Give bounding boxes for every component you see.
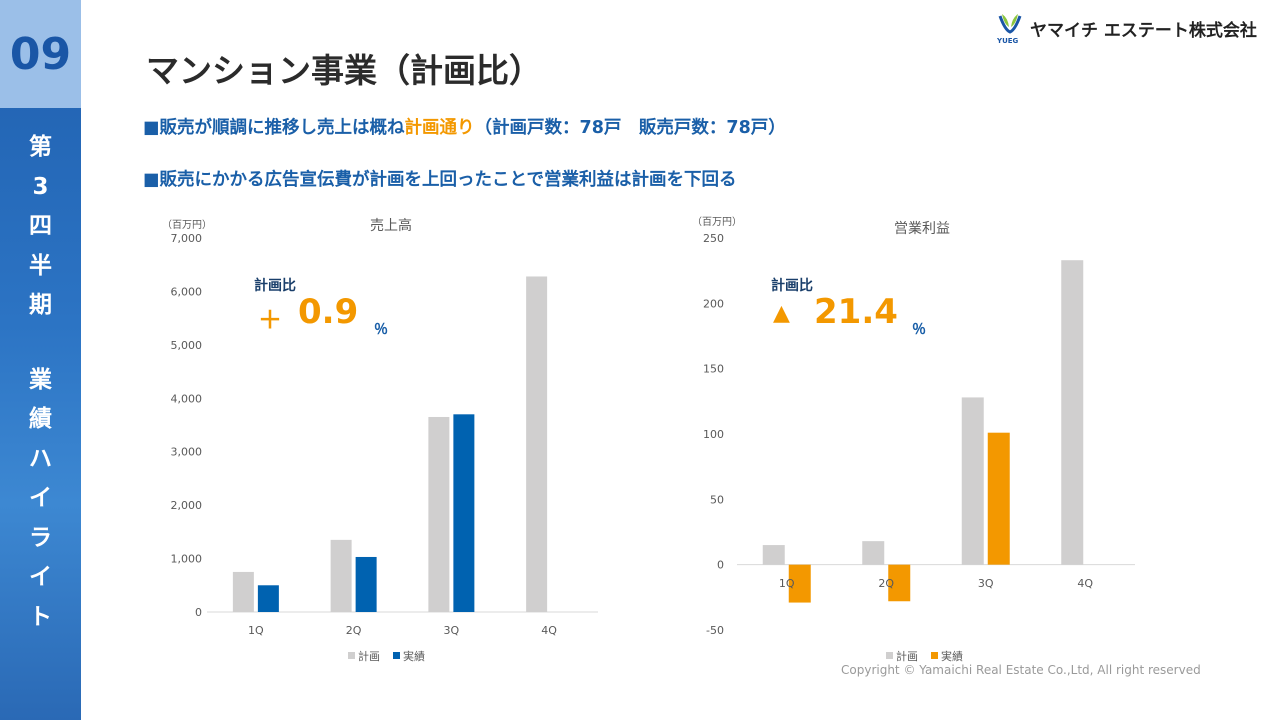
actual-bar	[788, 564, 811, 603]
plan-bar	[232, 571, 254, 612]
company-name: ヤマイチ エステート株式会社	[1030, 20, 1257, 41]
copyright: Copyright © Yamaichi Real Estate Co.,Ltd…	[841, 663, 1201, 677]
y-tick-label: 5,000	[171, 339, 203, 352]
y-tick-label: 0	[717, 559, 724, 572]
legend-swatch	[886, 652, 893, 659]
actual-bar	[453, 414, 475, 612]
y-tick-label: 50	[710, 493, 724, 506]
x-tick-label: 3Q	[978, 577, 994, 590]
x-tick-label: 2Q	[346, 624, 362, 637]
sidebar: 09 第 3 四 半 期 業 績 ハ イ ラ イ ト	[0, 0, 81, 720]
y-tick-label: 7,000	[171, 232, 203, 245]
sidebar-char: 半	[29, 252, 52, 279]
sidebar-char: イ	[29, 485, 52, 511]
chart-title: 売上高	[370, 217, 412, 234]
sidebar-title: 第 3 四 半 期 業 績 ハ イ ラ イ ト	[0, 128, 81, 637]
y-tick-label: 150	[703, 363, 724, 376]
plan-bar	[862, 541, 885, 565]
plan-bar	[961, 397, 984, 565]
sidebar-char: 績	[29, 406, 52, 432]
y-tick-label: 3,000	[171, 446, 203, 459]
chart-title: 営業利益	[894, 221, 950, 237]
plan-bar	[428, 416, 450, 612]
y-tick-label: -50	[706, 624, 724, 637]
legend-label: 実績	[403, 649, 425, 663]
x-tick-label: 1Q	[248, 624, 264, 637]
profit-callout-label: 計画比	[771, 278, 813, 294]
profit-callout-unit: ％	[912, 322, 926, 338]
company-logo: YUEG ヤマイチ エステート株式会社	[996, 10, 1257, 46]
legend-label: 計画	[896, 649, 918, 663]
y-tick-label: 200	[703, 297, 724, 310]
actual-bar	[257, 585, 279, 612]
legend-swatch	[393, 652, 400, 659]
bullet-profit: ■販売にかかる広告宣伝費が計画を上回ったことで営業利益は計画を下回る	[143, 170, 737, 190]
profit-chart: 営業利益 （百万円） -50 0 50 100 150 200 250 1Q 2Q 3Q 4Q 計画 実績	[692, 216, 1135, 663]
x-tick-label: 3Q	[444, 624, 460, 637]
highlight-text: 計画通り	[404, 118, 475, 138]
legend-label: 実績	[941, 649, 963, 663]
sidebar-char: ト	[29, 603, 52, 630]
sales-callout-value: 0.9	[298, 292, 359, 332]
legend-swatch	[348, 652, 355, 659]
section-number: 09	[0, 0, 81, 108]
sidebar-char: 3	[32, 173, 49, 200]
plan-bar	[330, 539, 352, 612]
logo-sub: YUEG	[997, 37, 1019, 45]
bullet-sales: ■販売が順調に推移し売上は概ね計画通り（計画戸数：78戸 販売戸数：78戸）	[143, 118, 786, 138]
sidebar-char: 業	[29, 366, 52, 393]
plan-bar	[762, 545, 785, 565]
profit-callout-value: 21.4	[814, 292, 898, 332]
y-tick-label: 0	[195, 606, 202, 619]
sales-chart: 売上高 （百万円） 0 1,000 2,000 3,000 4,000 5,000 6,000 7…	[162, 217, 598, 663]
unit-label: （百万円）	[692, 216, 742, 228]
page-title: マンション事業（計画比）	[146, 51, 542, 90]
sidebar-char: 期	[29, 292, 52, 318]
y-tick-label: 4,000	[171, 392, 203, 405]
sidebar-char: 第	[29, 134, 52, 160]
plan-bar	[526, 276, 548, 612]
actual-bar	[888, 564, 911, 602]
sidebar-char: ハ	[29, 445, 52, 472]
plan-bar	[1061, 260, 1084, 565]
y-tick-label: 2,000	[171, 499, 203, 512]
x-tick-label: 1Q	[779, 577, 795, 590]
y-tick-label: 1,000	[171, 553, 203, 566]
unit-label: （百万円）	[162, 219, 212, 231]
x-tick-label: 4Q	[541, 624, 557, 637]
legend-swatch	[931, 652, 938, 659]
y-tick-label: 6,000	[171, 285, 203, 298]
sidebar-char: 四	[29, 213, 52, 239]
leaf-logo-icon: YUEG	[996, 10, 1024, 46]
actual-bar	[355, 556, 377, 612]
sales-callout-label: 計画比	[254, 278, 296, 294]
actual-bar	[987, 432, 1010, 565]
sidebar-char: イ	[29, 564, 52, 590]
legend-label: 計画	[358, 649, 380, 663]
y-tick-label: 100	[703, 428, 724, 441]
profit-callout-sign: ▲	[773, 301, 790, 326]
x-tick-label: 4Q	[1077, 577, 1093, 590]
y-tick-label: 250	[703, 232, 724, 245]
x-tick-label: 2Q	[878, 577, 894, 590]
sales-callout-sign: ＋	[258, 306, 282, 334]
sales-callout-unit: ％	[374, 322, 388, 338]
sidebar-char: ラ	[29, 524, 52, 551]
